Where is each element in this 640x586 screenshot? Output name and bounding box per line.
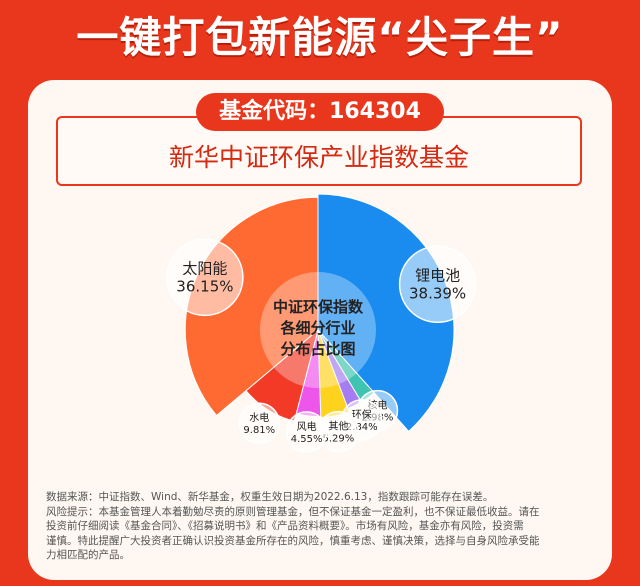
risk-line-2: 投资前仔细阅读《基金合同》、《招募说明书》和《产品资料概要》。市场有风险，基金亦… <box>46 520 524 532</box>
chart-title-line-3: 分布占比图 <box>280 340 355 358</box>
chart-title-line-2: 各细分行业 <box>279 319 355 337</box>
slice-value-label-2: 2.84% <box>346 422 378 433</box>
fund-name: 新华中证环保产业指数基金 <box>168 143 469 172</box>
source-note: 数据来源：中证指数、Wind、新华基金，权重生效日期为2022.6.13，指数跟… <box>46 491 494 503</box>
slice-name-label-5: 水电 <box>249 411 269 424</box>
center-disc <box>260 272 376 388</box>
slice-labels: 锂电池38.39%核电2.98%环保2.84%其他5.29%风电4.55%水电9… <box>166 238 477 453</box>
footnote: 数据来源：中证指数、Wind、新华基金，权重生效日期为2022.6.13，指数跟… <box>46 490 606 563</box>
risk-line-3: 谨慎。特此提醒广大投资者正确认识投资基金所存在的风险，慎重考虑、谨慎决策，选择与… <box>46 534 540 547</box>
fund-name-box: 新华中证环保产业指数基金 <box>56 116 582 186</box>
risk-line-1: 风险提示：本基金管理人本着勤勉尽责的原则管理基金，但不保证基金一定盈利，也不保证… <box>46 505 540 518</box>
slice-value-label-3: 5.29% <box>323 434 355 445</box>
slice-value-label-6: 36.15% <box>176 277 233 295</box>
slice-name-label-4: 风电 <box>297 420 317 433</box>
slice-name-label-0: 锂电池 <box>415 266 460 284</box>
slice-value-label-4: 4.55% <box>291 434 323 445</box>
slice-label-bubble-4 <box>285 411 328 453</box>
headline: 一键打包新能源“尖子生” <box>76 13 564 62</box>
slice-value-label-5: 9.81% <box>243 425 275 436</box>
slice-label-bubble-5 <box>238 402 281 444</box>
slice-name-label-2: 环保 <box>352 408 372 421</box>
slice-label-bubble-0 <box>398 245 477 324</box>
slice-name-label-6: 太阳能 <box>182 259 227 277</box>
fund-code-banner: 基金代码：164304 <box>196 93 444 131</box>
slice-name-label-3: 其他 <box>328 420 348 433</box>
slice-label-bubble-6 <box>166 238 244 317</box>
risk-line-4: 力相匹配的产品。 <box>46 549 130 561</box>
chart-title-line-1: 中证环保指数 <box>273 298 364 316</box>
slice-value-label-0: 38.39% <box>409 284 466 302</box>
